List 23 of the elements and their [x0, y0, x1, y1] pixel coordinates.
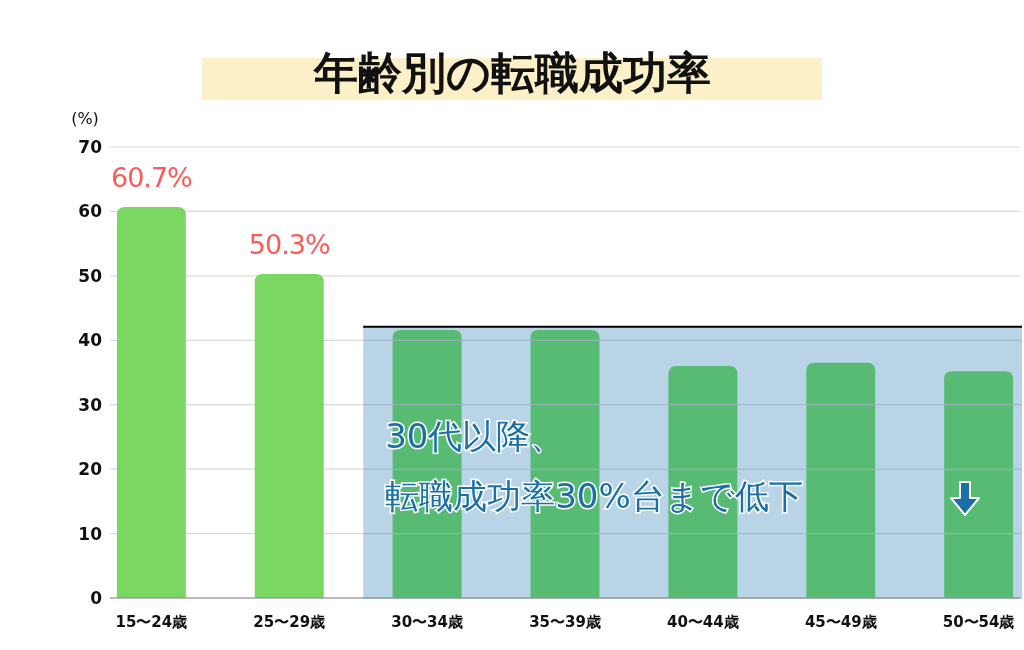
y-tick-label: 50 — [78, 265, 103, 286]
x-tick-label: 50〜54歳 — [942, 613, 1015, 631]
y-tick-label: 40 — [78, 330, 103, 351]
y-tick-label: 10 — [78, 523, 103, 544]
x-tick-label: 15〜24歳 — [115, 613, 188, 631]
y-tick-label: 0 — [90, 587, 103, 608]
data-label: 50.3% — [248, 228, 330, 260]
y-tick-label: 60 — [78, 201, 103, 222]
x-tick-label: 35〜39歳 — [529, 613, 601, 631]
y-tick-label: 70 — [78, 136, 103, 157]
x-tick-label: 40〜44歳 — [667, 613, 739, 631]
bar — [806, 362, 876, 598]
y-tick-label: 20 — [78, 459, 103, 480]
bar — [254, 273, 324, 598]
chart-title: 年齢別の転職成功率 — [312, 47, 711, 98]
x-tick-label: 30〜34歳 — [391, 613, 463, 631]
bar — [944, 371, 1014, 598]
y-axis-title: (%) — [71, 109, 99, 128]
data-label: 60.7% — [110, 161, 193, 193]
y-tick-label: 30 — [78, 394, 103, 415]
bar — [116, 206, 186, 598]
x-tick-label: 45〜49歳 — [804, 613, 877, 631]
x-tick-label: 25〜29歳 — [253, 613, 326, 631]
